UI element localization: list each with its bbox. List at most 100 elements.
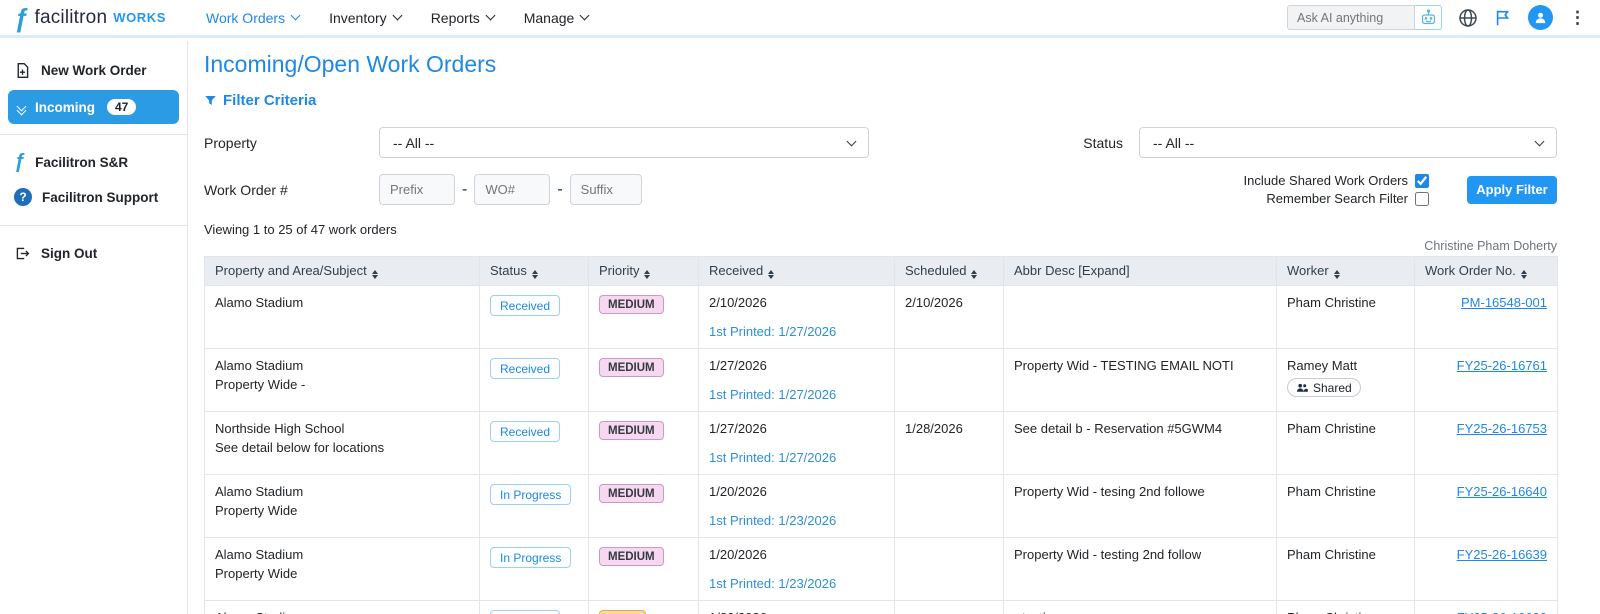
cell-property: Northside High School See detail below f… — [204, 411, 480, 475]
cell-received: 1/27/2026 1st Printed: 1/27/2026 — [698, 348, 895, 412]
globe-icon — [1459, 8, 1477, 27]
column-header[interactable]: Received — [698, 256, 895, 286]
flag-button[interactable] — [1494, 9, 1512, 27]
more-options-button[interactable]: ⋮ — [1569, 8, 1586, 27]
sidebar-item-facilitron-sr[interactable]: ƒ Facilitron S&R — [0, 145, 187, 179]
work-order-link[interactable]: FY25-26-16640 — [1456, 484, 1547, 499]
wo-prefix-input[interactable] — [379, 174, 455, 205]
cell-status: Received — [479, 411, 589, 475]
sidebar-item-incoming[interactable]: Incoming 47 — [8, 90, 179, 124]
work-order-link[interactable]: FY25-26-16639 — [1456, 547, 1547, 562]
include-shared-checkbox[interactable] — [1415, 173, 1429, 188]
sort-icon — [768, 270, 775, 279]
property-name: Alamo Stadium — [215, 295, 304, 310]
cell-status: Received — [479, 600, 589, 614]
remember-filter-checkbox[interactable] — [1415, 191, 1429, 206]
sidebar: New Work Order Incoming 47 ƒ Facilitron … — [0, 41, 188, 614]
column-header[interactable]: Abbr Desc [Expand] — [1003, 256, 1277, 286]
separator: - — [462, 180, 468, 198]
separator: - — [557, 180, 563, 198]
wo-suffix-input[interactable] — [569, 174, 642, 205]
table-row[interactable]: Alamo Stadium Property Wide - Received M… — [204, 348, 1558, 412]
status-badge: Received — [490, 358, 561, 379]
table-row[interactable]: Alamo Stadium Received HIGH 1/20/2026 1s… — [204, 600, 1558, 614]
nav-inventory-label: Inventory — [329, 9, 387, 26]
work-order-link[interactable]: FY25-26-16753 — [1456, 421, 1547, 436]
cell-worker: Pham Christine — [1276, 537, 1415, 601]
received-date: 1/20/2026 — [709, 547, 767, 562]
column-header[interactable]: Priority — [588, 256, 699, 286]
table-row[interactable]: Alamo Stadium Property Wide In Progress … — [204, 537, 1558, 601]
nav-inventory[interactable]: Inventory — [329, 9, 403, 26]
sidebar-facilitron-support-label: Facilitron Support — [42, 189, 159, 205]
status-badge: In Progress — [490, 547, 572, 568]
nav-manage[interactable]: Manage — [524, 10, 590, 26]
apply-filter-button[interactable]: Apply Filter — [1467, 175, 1557, 204]
sidebar-item-new-work-order[interactable]: New Work Order — [0, 53, 187, 88]
double-chevron-down-icon — [16, 101, 27, 116]
property-name: Alamo Stadium — [215, 610, 469, 614]
status-badge: Received — [490, 610, 561, 614]
viewing-summary: Viewing 1 to 25 of 47 work orders — [204, 222, 397, 237]
abbr-desc: Property Wid - tesing 2nd followe — [1014, 484, 1205, 499]
cell-priority: MEDIUM — [588, 285, 699, 349]
received-date: 1/20/2026 — [709, 484, 767, 499]
column-header[interactable]: Work Order No. — [1414, 256, 1558, 286]
cell-work-order-no: FY25-26-16638 — [1414, 600, 1558, 614]
column-header[interactable]: Status — [479, 256, 589, 286]
property-name: Alamo Stadium — [215, 484, 304, 499]
cell-worker: Ramey Matt Shared — [1276, 348, 1415, 412]
column-header[interactable]: Property and Area/Subject — [204, 256, 480, 286]
filter-criteria-toggle[interactable]: Filter Criteria — [204, 92, 1557, 109]
sidebar-item-sign-out[interactable]: Sign Out — [0, 236, 187, 271]
main-nav: Work Orders Inventory Reports Manage — [206, 9, 590, 26]
property-name: Alamo Stadium — [215, 358, 304, 373]
table-row[interactable]: Northside High School See detail below f… — [204, 411, 1558, 475]
property-select[interactable]: -- All -- — [379, 127, 869, 158]
user-avatar-button[interactable] — [1528, 5, 1553, 30]
property-label: Property — [204, 134, 257, 151]
column-header[interactable]: Worker — [1276, 256, 1415, 286]
status-badge: Received — [490, 421, 561, 442]
status-select[interactable]: -- All -- — [1139, 127, 1557, 158]
sort-icon — [644, 270, 651, 279]
sidebar-divider — [0, 134, 187, 135]
wo-number-input[interactable] — [474, 174, 551, 205]
column-header[interactable]: Scheduled — [894, 256, 1004, 286]
cell-abbr-desc: See detail b - Reservation #5GWM4 — [1003, 411, 1277, 475]
property-name: Alamo Stadium — [215, 547, 304, 562]
chevron-down-icon — [579, 10, 590, 21]
abbr-desc: Property Wid - testing 2nd follow — [1014, 547, 1202, 562]
status-badge: Received — [490, 295, 561, 316]
cell-work-order-no: FY25-26-16639 — [1414, 537, 1558, 601]
sort-icon — [971, 270, 978, 279]
work-order-link[interactable]: FY25-26-16761 — [1456, 358, 1547, 373]
nav-reports-label: Reports — [430, 9, 480, 26]
work-order-link[interactable]: FY25-26-16638 — [1457, 610, 1547, 614]
language-globe-button[interactable] — [1458, 8, 1478, 28]
status-badge: In Progress — [490, 484, 572, 505]
area-subject: Property Wide — [215, 503, 298, 518]
worker-name: Pham Christine — [1287, 421, 1376, 436]
chevron-down-icon — [392, 10, 403, 21]
table-row[interactable]: Alamo Stadium Received MEDIUM 2/10/2026 … — [204, 285, 1558, 349]
robot-icon — [1421, 9, 1435, 25]
cell-property: Alamo Stadium Property Wide - — [204, 348, 480, 412]
cell-priority: MEDIUM — [588, 474, 699, 538]
sort-icon — [1333, 270, 1340, 279]
first-printed-date: 1st Printed: 1/27/2026 — [709, 450, 837, 465]
cell-abbr-desc — [1003, 285, 1277, 349]
nav-reports[interactable]: Reports — [430, 9, 496, 26]
work-orders-table: Property and Area/Subject Status Priority R… — [204, 256, 1558, 614]
ai-robot-button[interactable] — [1415, 5, 1442, 30]
include-shared-row: Include Shared Work Orders — [1244, 173, 1429, 188]
work-order-link[interactable]: PM-16548-001 — [1461, 295, 1547, 310]
sidebar-item-facilitron-support[interactable]: ? Facilitron Support — [0, 179, 187, 215]
nav-work-orders[interactable]: Work Orders — [206, 10, 301, 26]
table-row[interactable]: Alamo Stadium Property Wide In Progress … — [204, 474, 1558, 538]
sort-icon — [531, 270, 538, 279]
page-title: Incoming/Open Work Orders — [204, 51, 497, 77]
brand-logo[interactable]: ƒ facilitron WORKS — [14, 5, 192, 31]
ask-ai-input[interactable] — [1287, 5, 1415, 30]
sort-icon — [1520, 270, 1527, 279]
